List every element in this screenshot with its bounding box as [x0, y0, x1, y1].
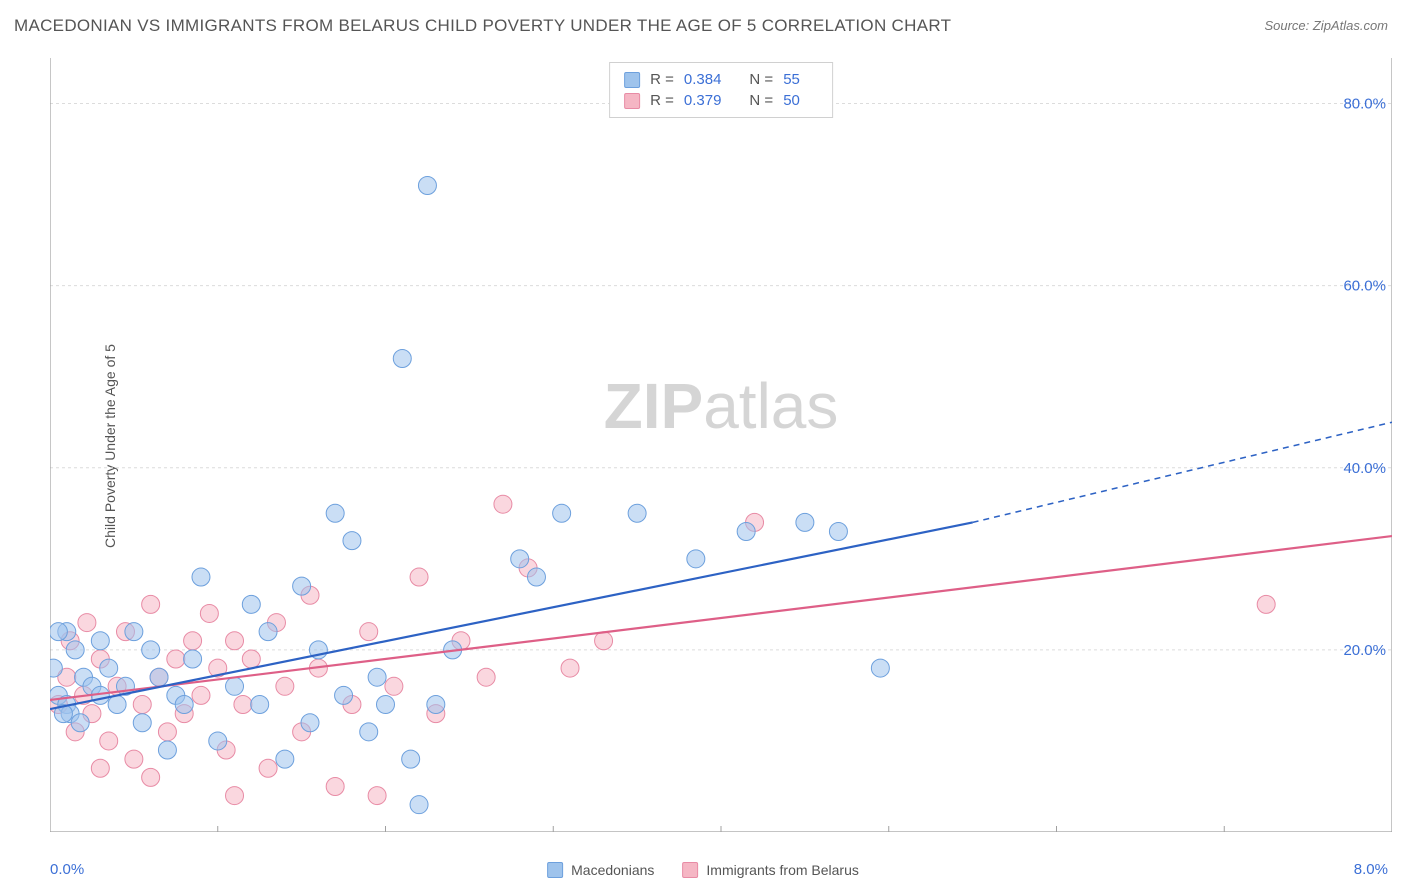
legend-label-1: Macedonians [571, 862, 654, 878]
legend-swatch-1 [547, 862, 563, 878]
svg-text:80.0%: 80.0% [1343, 96, 1386, 113]
n-val-2: 50 [783, 92, 800, 109]
stats-row-2: R = 0.379 N = 50 [624, 90, 818, 111]
n-val-1: 55 [783, 71, 800, 88]
source-label: Source: ZipAtlas.com [1264, 18, 1388, 33]
legend-swatch-2 [682, 862, 698, 878]
legend-label-2: Immigrants from Belarus [706, 862, 858, 878]
r-val-2: 0.379 [684, 92, 722, 109]
svg-text:40.0%: 40.0% [1343, 460, 1386, 477]
stats-row-1: R = 0.384 N = 55 [624, 69, 818, 90]
r-label-1: R = [650, 71, 674, 88]
svg-text:60.0%: 60.0% [1343, 278, 1386, 295]
legend: Macedonians Immigrants from Belarus [547, 862, 859, 878]
chart-title: MACEDONIAN VS IMMIGRANTS FROM BELARUS CH… [14, 16, 951, 36]
svg-text:20.0%: 20.0% [1343, 642, 1386, 659]
stats-swatch-1 [624, 72, 640, 88]
stats-swatch-2 [624, 93, 640, 109]
n-label-1: N = [749, 71, 773, 88]
legend-item-1: Macedonians [547, 862, 654, 878]
legend-item-2: Immigrants from Belarus [682, 862, 858, 878]
stats-box: R = 0.384 N = 55 R = 0.379 N = 50 [609, 62, 833, 118]
x-tick-right: 8.0% [1354, 861, 1388, 878]
scatter-chart-svg: 20.0% 40.0% 60.0% 80.0% [50, 58, 1392, 832]
n-label-2: N = [749, 92, 773, 109]
x-tick-left: 0.0% [50, 861, 84, 878]
r-val-1: 0.384 [684, 71, 722, 88]
r-label-2: R = [650, 92, 674, 109]
chart-area: 20.0%40.0%60.0%80.0% ZIPatlas R = 0.384 … [50, 58, 1392, 832]
